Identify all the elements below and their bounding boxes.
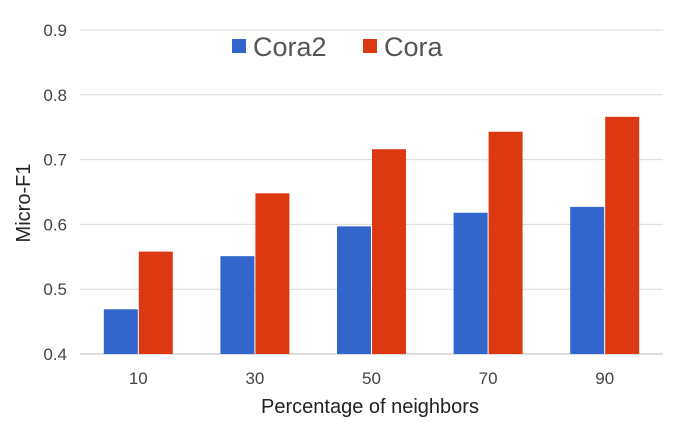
legend-swatch-cora2 xyxy=(232,39,246,53)
x-tick-label: 90 xyxy=(595,369,614,388)
x-tick-label: 50 xyxy=(362,369,381,388)
y-tick-label: 0.4 xyxy=(43,345,67,364)
bar-cora2-50 xyxy=(337,226,371,354)
y-tick-label: 0.6 xyxy=(43,215,67,234)
y-tick-label: 0.8 xyxy=(43,86,67,105)
x-tick-label: 30 xyxy=(245,369,264,388)
legend-label-cora: Cora xyxy=(384,32,444,62)
legend: Cora2 Cora xyxy=(232,32,444,62)
y-tick-label: 0.7 xyxy=(43,151,67,170)
bar-cora2-10 xyxy=(103,309,138,354)
bar-cora-70 xyxy=(488,131,523,354)
x-tick-label: 70 xyxy=(479,369,498,388)
y-tick-label: 0.5 xyxy=(43,280,67,299)
bar-cora2-70 xyxy=(453,212,488,354)
x-axis-title: Percentage of neighbors xyxy=(261,396,479,418)
y-tick-label: 0.9 xyxy=(43,21,67,40)
legend-swatch-cora xyxy=(363,39,377,53)
x-axis-ticks: 10 30 50 70 90 xyxy=(129,369,614,388)
y-axis-title: Micro-F1 xyxy=(13,164,35,243)
y-axis-ticks: 0.4 0.5 0.6 0.7 0.8 0.9 xyxy=(43,21,67,364)
bar-cora2-90 xyxy=(570,206,605,354)
x-tick-label: 10 xyxy=(129,369,148,388)
bar-cora2-30 xyxy=(220,256,255,354)
bar-cora-10 xyxy=(138,251,173,354)
bar-cora-50 xyxy=(372,149,406,354)
gridlines xyxy=(80,29,663,355)
bar-cora-90 xyxy=(605,116,640,354)
legend-label-cora2: Cora2 xyxy=(253,32,327,62)
bar-cora-30 xyxy=(255,193,290,354)
bars xyxy=(103,116,640,354)
